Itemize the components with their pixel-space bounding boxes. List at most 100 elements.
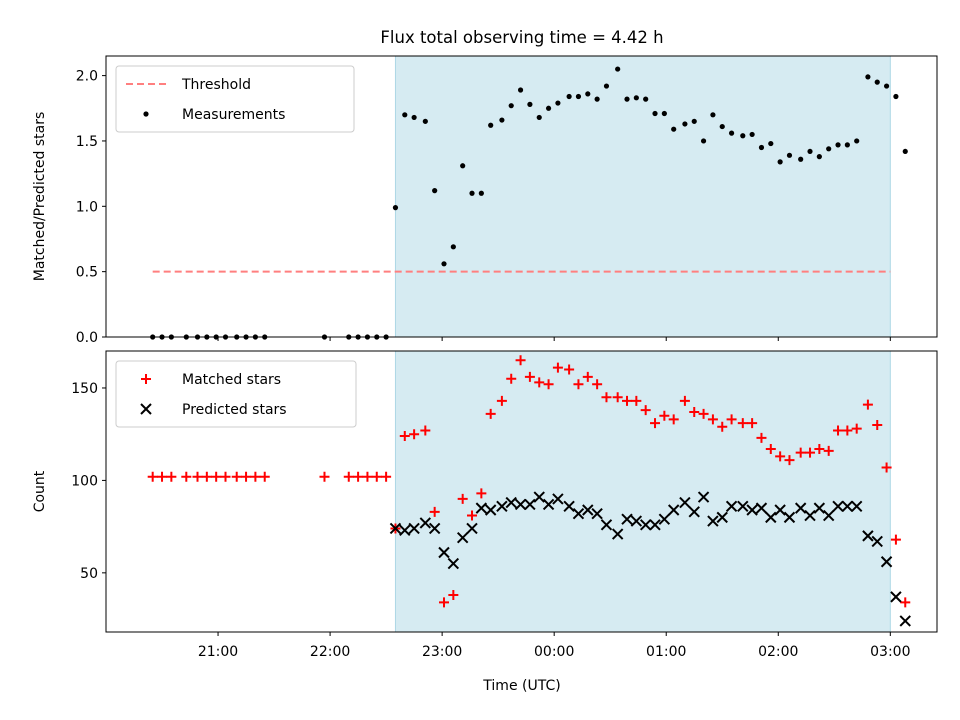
measurement-point: [786, 152, 793, 158]
matched-star-point: [612, 392, 623, 403]
matched-star-point: [476, 488, 487, 499]
predicted-star-point: [737, 500, 749, 512]
y-tick-label: 2.0: [76, 69, 98, 85]
legend-label: Matched stars: [182, 372, 281, 388]
axes-frame: [105, 55, 938, 338]
predicted-star-point: [871, 535, 883, 548]
measurement-point: [469, 190, 475, 196]
predicted-star-point: [621, 513, 633, 525]
predicted-star-point: [667, 504, 680, 516]
predicted-star-point: [804, 509, 816, 522]
predicted-star-point: [611, 528, 624, 540]
predicted-star-point: [505, 496, 517, 509]
matched-star-point: [698, 408, 709, 419]
matched-star-point: [564, 364, 575, 375]
matched-star-point: [457, 493, 468, 504]
measurement-point: [902, 148, 908, 155]
predicted-star-point: [389, 522, 402, 535]
predicted-star-point: [563, 500, 575, 512]
matched-star-point: [573, 379, 584, 390]
matched-star-point: [862, 399, 873, 410]
measurement-point: [728, 130, 735, 136]
matched-star-point: [201, 471, 212, 482]
x-tick-label: 02:00: [758, 644, 798, 660]
matched-star-point: [814, 443, 825, 454]
legend-measurements-swatch: [143, 111, 149, 117]
measurement-point: [566, 93, 572, 100]
matched-star-point: [506, 373, 517, 384]
predicted-star-point: [475, 502, 488, 514]
matched-star-point: [851, 423, 862, 434]
predicted-star-point: [755, 502, 768, 514]
matched-star-point: [631, 395, 642, 406]
matched-star-point: [805, 447, 816, 458]
matched-star-point: [241, 471, 252, 482]
matched-star-point: [429, 506, 440, 517]
y-tick-label: 1.0: [76, 199, 98, 215]
y-tick-label: 1.5: [76, 134, 98, 150]
matched-star-point: [485, 408, 496, 419]
measurement-point: [536, 114, 542, 121]
measurement-point: [517, 87, 524, 93]
matched-star-point: [795, 447, 806, 458]
matched-star-point: [650, 418, 661, 429]
predicted-star-point: [725, 500, 738, 512]
measurement-point: [555, 100, 561, 106]
predicted-star-point: [688, 506, 700, 518]
matched-star-point: [534, 377, 545, 388]
matched-star-point: [496, 395, 507, 406]
matched-star-point: [900, 597, 911, 608]
matched-star-point: [679, 395, 690, 406]
measurement-point: [835, 142, 841, 148]
measurement-point: [844, 142, 850, 148]
predicted-star-point: [880, 556, 893, 568]
predicted-star-point: [890, 591, 902, 603]
matched-star-point: [381, 471, 392, 482]
measurement-point: [478, 190, 484, 196]
predicted-star-point: [591, 507, 603, 520]
matched-star-point: [640, 405, 651, 416]
predicted-star-point: [438, 546, 450, 559]
measurement-point: [768, 140, 774, 147]
measurement-point: [719, 123, 725, 130]
measurement-point: [488, 122, 494, 128]
matched-star-point: [756, 432, 767, 443]
matched-star-point: [147, 471, 158, 482]
panel-2: 50 100 150 21:00 22:00 23:00 00:00 01:00 02:00 03…: [32, 350, 938, 660]
legend-label: Threshold: [181, 77, 251, 93]
predicted-star-point: [572, 507, 585, 520]
legend-predicted-swatch: [140, 403, 152, 415]
predicted-star-point: [456, 532, 469, 544]
measurement-point: [883, 83, 890, 89]
predicted-star-point: [524, 498, 536, 511]
matched-star-point: [399, 431, 410, 442]
panel-1: 0.0 0.5 1.0 1.5 2.0 Matched/Predicted stars Th…: [32, 55, 938, 346]
matched-star-point: [211, 471, 222, 482]
y-axis-label: Count: [32, 470, 48, 512]
measurement-point: [758, 144, 765, 151]
matched-star-point: [181, 471, 192, 482]
matched-star-point: [833, 425, 844, 436]
matched-star-point: [717, 421, 728, 432]
matched-star-point: [668, 414, 679, 425]
matched-star-point: [409, 429, 420, 440]
shaded-region: [394, 350, 891, 633]
chart-title: Flux total observing time = 4.42 h: [380, 28, 663, 47]
predicted-star-point: [899, 615, 911, 627]
measurement-point: [633, 95, 639, 101]
measurement-point: [807, 148, 813, 155]
legend-box: [115, 65, 355, 133]
matched-star-point: [775, 451, 786, 462]
matched-star-point: [353, 471, 364, 482]
predicted-star-point: [514, 498, 527, 511]
predicted-star-point: [822, 509, 835, 522]
x-tick-label: 22:00: [310, 644, 350, 660]
measurement-point: [682, 121, 688, 127]
measurement-point: [508, 103, 514, 109]
predicted-star-point: [679, 496, 691, 509]
y-tick-label: 50: [80, 566, 98, 582]
measurement-point: [874, 79, 880, 85]
predicted-star-point: [716, 511, 728, 524]
predicted-star-point: [496, 500, 508, 512]
